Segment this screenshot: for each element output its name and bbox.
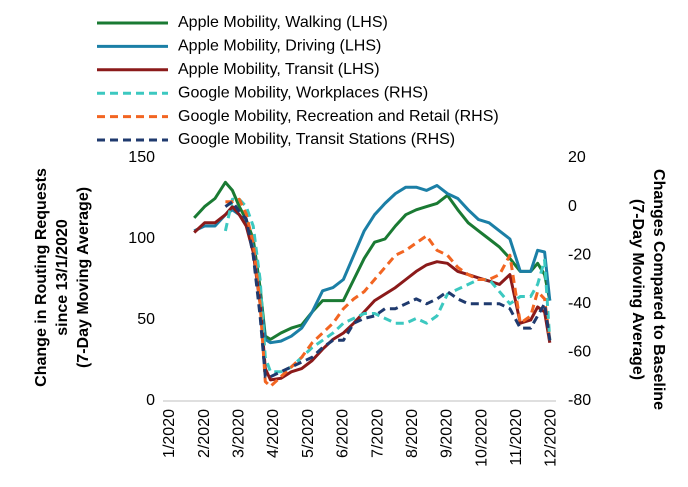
x-tick-label: 1/2020 bbox=[161, 409, 178, 458]
y2-axis-title: (7-Day Moving Average) bbox=[629, 199, 646, 380]
y2-tick-label: -80 bbox=[568, 392, 591, 409]
x-tick-label: 8/2020 bbox=[404, 409, 421, 458]
x-tick-label: 2/2020 bbox=[196, 409, 213, 458]
y-tick-label: 100 bbox=[128, 230, 155, 247]
y-tick-label: 50 bbox=[137, 311, 155, 328]
y-axis-title: since 13/1/2020 bbox=[54, 219, 71, 336]
y2-axis-title: Changes Compared to Baseline bbox=[650, 169, 667, 410]
y-axis-title: Change in Routing Requests bbox=[33, 168, 50, 387]
legend-label: Apple Mobility, Driving (LHS) bbox=[178, 38, 381, 55]
legend-label: Apple Mobility, Transit (LHS) bbox=[178, 61, 380, 78]
legend-label: Google Mobility, Recreation and Retail (… bbox=[178, 108, 499, 125]
x-tick-label: 9/2020 bbox=[439, 409, 456, 458]
x-tick-label: 12/2020 bbox=[543, 409, 560, 467]
x-tick-label: 7/2020 bbox=[369, 409, 386, 458]
y-tick-label: 150 bbox=[128, 149, 155, 166]
x-tick-label: 3/2020 bbox=[231, 409, 248, 458]
y2-tick-label: 0 bbox=[568, 198, 577, 215]
legend-label: Google Mobility, Transit Stations (RHS) bbox=[178, 131, 455, 148]
legend-label: Google Mobility, Workplaces (RHS) bbox=[178, 84, 428, 101]
x-tick-label: 5/2020 bbox=[300, 409, 317, 458]
x-tick-label: 4/2020 bbox=[265, 409, 282, 458]
series-line bbox=[225, 197, 552, 388]
y2-tick-label: -20 bbox=[568, 246, 591, 263]
y2-tick-label: -60 bbox=[568, 344, 591, 361]
legend-label: Apple Mobility, Walking (LHS) bbox=[178, 14, 388, 31]
y2-tick-label: 20 bbox=[568, 149, 586, 166]
y-tick-label: 0 bbox=[146, 392, 155, 409]
series-line bbox=[224, 200, 552, 379]
y-axis-title: (7-Day Moving Average) bbox=[75, 187, 92, 368]
x-tick-label: 11/2020 bbox=[508, 409, 525, 466]
x-tick-label: 6/2020 bbox=[335, 409, 352, 458]
series-line bbox=[223, 197, 552, 374]
y2-tick-label: -40 bbox=[568, 295, 591, 312]
x-tick-label: 10/2020 bbox=[473, 409, 490, 467]
